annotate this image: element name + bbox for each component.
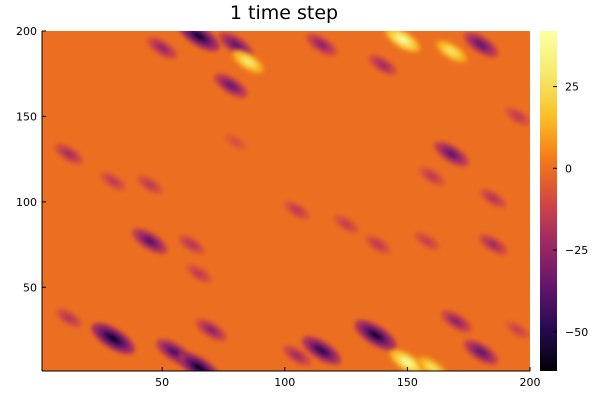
colorbar-tick-label: 25 — [565, 81, 579, 94]
heatmap-cell — [368, 54, 398, 76]
heatmap-cell — [333, 214, 359, 234]
y-tick-label: 200 — [16, 25, 37, 38]
chart-title: 1 time step — [230, 2, 338, 24]
y-tick-label: 150 — [16, 110, 37, 123]
heatmap-cell — [218, 32, 254, 58]
heatmap-cell — [55, 308, 83, 328]
heatmap-cell — [463, 339, 499, 365]
heatmap-area — [42, 31, 530, 371]
heatmap-cell — [478, 233, 508, 256]
colorbar-gradient — [540, 31, 557, 371]
heatmap-cell — [224, 133, 248, 151]
heatmap-cell — [132, 228, 168, 255]
heatmap-cell — [306, 33, 337, 56]
heatmap-cell — [185, 263, 213, 284]
heatmap-cell — [463, 32, 499, 58]
colorbar-tick-label: 0 — [565, 162, 572, 175]
heatmap-cell — [505, 320, 530, 340]
heatmap-cell — [418, 166, 446, 186]
heatmap-cell — [213, 73, 248, 98]
y-tick-label: 50 — [23, 281, 37, 294]
heatmap-cell — [178, 31, 220, 52]
colorbar-tick-label: −25 — [565, 244, 588, 257]
heatmap-cell — [434, 141, 469, 167]
heatmap-cell — [147, 37, 178, 60]
x-tick-label: 150 — [397, 376, 418, 389]
heatmap-cell — [283, 200, 311, 221]
heatmap-cell — [54, 143, 84, 165]
axes: 50 100 150 200 50 100 150 200 — [16, 25, 541, 389]
x-tick-label: 100 — [274, 376, 295, 389]
heatmap-cell — [390, 349, 425, 371]
heatmap-cell — [479, 188, 507, 209]
heatmap-cell — [414, 231, 440, 251]
heatmap-cell — [385, 31, 420, 53]
heatmap-cell — [91, 322, 135, 355]
heatmap-cell — [416, 356, 447, 371]
heatmap-cell — [99, 171, 127, 191]
heatmap-cell — [354, 320, 397, 351]
heatmap-cell — [177, 352, 221, 371]
heatmap-cell — [364, 234, 392, 255]
heatmap-cell — [232, 50, 264, 74]
x-tick-label: 50 — [155, 376, 169, 389]
heatmap-cell — [504, 106, 530, 127]
heatmap-cell — [440, 310, 472, 333]
heatmap-cell — [282, 345, 312, 367]
heatmap-cell — [195, 318, 227, 342]
heatmap-cell — [301, 336, 342, 365]
x-tick-label: 200 — [520, 376, 541, 389]
colorbar-tick-label: −50 — [565, 326, 588, 339]
heatmap-cell — [136, 175, 164, 195]
heatmap-cell — [436, 40, 467, 63]
heatmap-cell — [178, 234, 206, 255]
y-tick-label: 100 — [16, 196, 37, 209]
colorbar: 25 0 −25 −50 — [540, 31, 588, 371]
